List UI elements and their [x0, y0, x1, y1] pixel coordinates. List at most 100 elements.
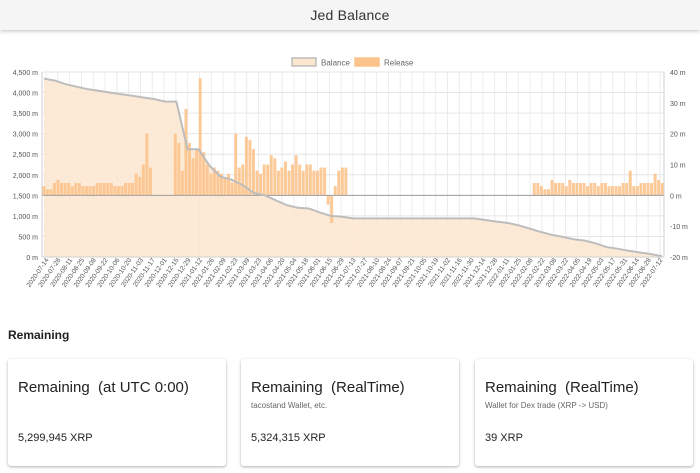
y-left-tick-label: 2,000 m: [13, 173, 38, 180]
remaining-card-realtime-dex: Remaining (RealTime) Wallet for Dex trad…: [475, 359, 693, 466]
release-bar: [67, 183, 71, 196]
release-bar: [319, 167, 323, 196]
release-bar: [191, 158, 195, 196]
remaining-card-utc: Remaining (at UTC 0:00) 5,299,945 XRP: [8, 359, 226, 466]
release-bar: [216, 170, 220, 196]
release-bar: [198, 78, 202, 196]
release-bar: [536, 183, 540, 196]
release-bar: [600, 183, 604, 196]
release-bar: [337, 170, 341, 196]
card-title: Remaining (at UTC 0:00): [18, 379, 189, 396]
release-bar: [262, 164, 266, 196]
y-right-tick-label: 10 m: [670, 163, 686, 170]
release-bar: [301, 170, 305, 196]
release-bar: [632, 186, 636, 196]
release-bar: [269, 155, 273, 196]
release-bar: [276, 170, 280, 196]
release-bar: [95, 183, 99, 196]
release-bar: [308, 164, 312, 196]
release-bar: [60, 183, 64, 196]
release-bar: [244, 136, 248, 196]
y-right-tick-label: 30 m: [670, 101, 686, 108]
app-header: Jed Balance: [0, 0, 700, 30]
y-right-tick-label: 20 m: [670, 132, 686, 139]
release-bar: [539, 186, 543, 196]
y-right-tick-label: -10 m: [670, 224, 688, 231]
release-bar: [266, 164, 270, 196]
y-right-tick-label: 40 m: [670, 70, 686, 77]
release-bar: [234, 133, 238, 196]
release-bar: [657, 179, 661, 196]
release-bar: [564, 186, 568, 196]
card-title: Remaining (RealTime): [485, 379, 639, 396]
release-bar: [653, 173, 657, 196]
y-left-tick-label: 4,500 m: [13, 70, 38, 77]
release-bar: [113, 186, 117, 196]
release-bar: [56, 179, 60, 196]
legend-swatch-balance: [291, 57, 317, 67]
release-bar: [660, 183, 664, 196]
release-bar: [557, 183, 561, 196]
release-bar: [145, 133, 149, 196]
release-bar: [283, 161, 287, 196]
release-bar: [120, 186, 124, 196]
release-bar: [106, 183, 110, 196]
y-right-tick-label: 0 m: [670, 193, 682, 200]
release-bar: [579, 183, 582, 196]
release-bar: [305, 164, 309, 196]
release-bar: [124, 183, 127, 196]
release-bar: [241, 164, 245, 196]
release-bar: [63, 183, 67, 196]
release-bar: [77, 183, 81, 196]
release-bar: [614, 186, 618, 196]
release-bar: [273, 158, 277, 196]
release-bar: [287, 170, 291, 196]
release-bar: [74, 183, 78, 196]
card-subtitle: Wallet for Dex trade (XRP -> USD): [485, 401, 608, 410]
release-bar: [618, 186, 622, 196]
legend-label-release: Release: [384, 59, 414, 68]
release-bar: [116, 186, 120, 196]
release-bar: [568, 179, 572, 196]
release-bar: [205, 164, 209, 196]
card-title: Remaining (RealTime): [251, 379, 405, 396]
release-bar: [607, 186, 611, 196]
release-bar: [92, 186, 96, 196]
y-right-tick-label: -20 m: [670, 255, 688, 262]
release-bar: [148, 167, 152, 196]
release-bar: [102, 183, 106, 196]
release-bar: [646, 183, 650, 196]
release-bar: [84, 186, 88, 196]
card-value: 5,299,945 XRP: [18, 432, 93, 444]
release-bar: [621, 183, 625, 196]
release-bar: [188, 142, 191, 196]
release-bar: [223, 176, 227, 196]
y-left-tick-label: 0 m: [26, 255, 38, 262]
release-bar: [255, 170, 259, 196]
remaining-heading: Remaining: [8, 328, 70, 342]
card-subtitle: tacostand Wallet, etc.: [251, 401, 328, 410]
release-bar: [70, 186, 74, 196]
card-value: 5,324,315 XRP: [251, 432, 326, 444]
release-bar: [127, 183, 131, 196]
release-bar: [177, 142, 181, 196]
release-bar: [227, 173, 231, 196]
release-bar: [340, 167, 344, 196]
release-bar: [628, 170, 632, 196]
release-bar: [333, 186, 337, 196]
balance-chart: Balance Release 0 m 500 m 1,000 m 1,500 m 2,00…: [0, 52, 700, 322]
release-bar: [49, 189, 53, 196]
release-bar: [99, 183, 103, 196]
release-bar: [184, 109, 188, 196]
card-value: 39 XRP: [485, 432, 523, 444]
chart-svg: Balance Release 0 m 500 m 1,000 m 1,500 m 2,00…: [13, 57, 688, 289]
release-bar: [45, 189, 49, 196]
release-bar: [593, 183, 597, 196]
y-left-tick-label: 500 m: [19, 234, 39, 241]
release-bar: [259, 173, 263, 196]
release-bar: [42, 186, 46, 196]
release-bar: [639, 183, 643, 196]
y-left-tick-label: 4,000 m: [13, 91, 38, 98]
release-bar: [280, 167, 284, 196]
release-bar: [315, 170, 319, 196]
